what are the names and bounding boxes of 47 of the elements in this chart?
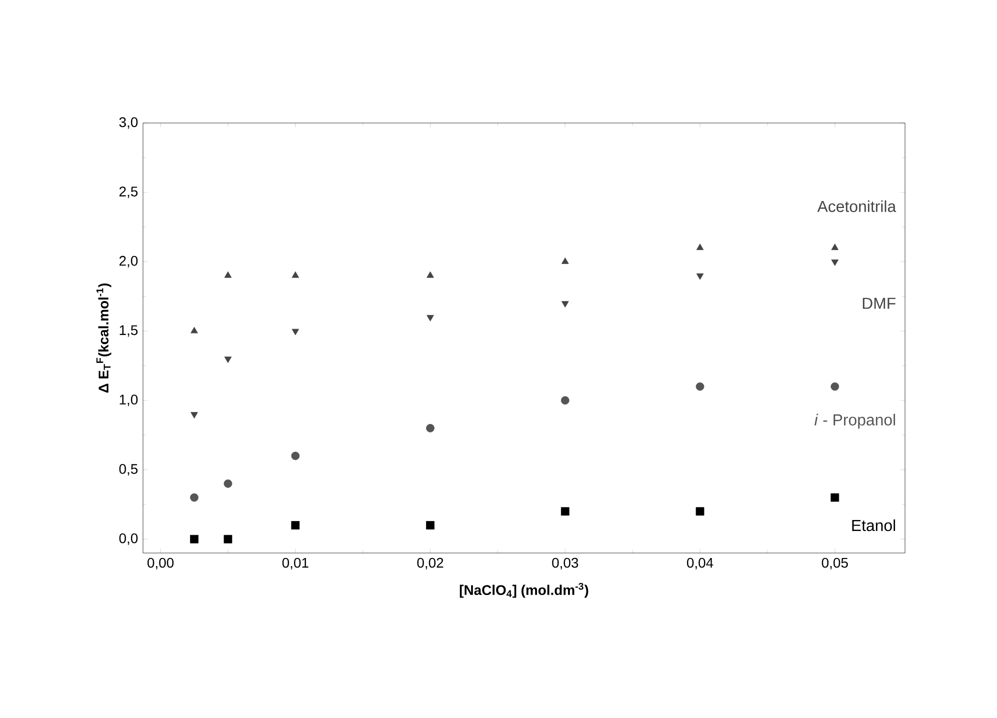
point xyxy=(426,521,434,530)
x-tick-label: 0,04 xyxy=(686,558,714,570)
series-label: i - Propanol xyxy=(814,414,896,429)
point xyxy=(190,412,198,418)
point xyxy=(224,534,232,544)
x-axis-title: [NaClO$_{4}$] (mol.dm$^{-3}$) xyxy=(460,582,588,598)
point xyxy=(291,452,300,460)
point xyxy=(291,521,300,530)
y-tick-label: 1,5 xyxy=(120,325,138,337)
point xyxy=(426,424,434,432)
point xyxy=(696,382,704,391)
point xyxy=(224,479,232,488)
y-tick-label: 2,0 xyxy=(119,256,138,268)
point xyxy=(561,301,569,308)
x-tick-label: 0,05 xyxy=(822,558,848,570)
text: DMF xyxy=(862,298,896,309)
series-label: Etanol xyxy=(852,519,896,532)
text: Acetonitrila xyxy=(817,200,896,212)
point xyxy=(224,271,232,278)
x-tick-label: 0,00 xyxy=(148,558,174,570)
point xyxy=(696,273,704,280)
point xyxy=(224,356,232,363)
point xyxy=(190,534,198,544)
x-tick-label: 0,01 xyxy=(282,558,308,570)
y-axis-title: Δ E$_{T}$$^{F}$(kcal.mol$^{-1}$) xyxy=(96,283,112,393)
point xyxy=(831,244,839,250)
y-tick-label: 2,5 xyxy=(119,186,138,198)
point xyxy=(696,507,704,516)
point xyxy=(696,244,704,250)
point xyxy=(560,507,570,516)
point xyxy=(560,396,570,405)
point xyxy=(292,328,300,336)
y-tick-label: 0,0 xyxy=(119,533,138,545)
y-tick-label: 3,0 xyxy=(119,117,138,129)
point xyxy=(561,258,569,264)
y-tick-label: 0,5 xyxy=(119,464,138,476)
x-tick-label: 0,02 xyxy=(417,558,444,570)
point xyxy=(426,271,434,278)
point xyxy=(830,382,840,391)
point xyxy=(190,326,198,334)
point xyxy=(190,493,198,502)
x-tick-label: 0,03 xyxy=(552,558,578,570)
y-tick-label: 1,0 xyxy=(120,394,138,406)
point xyxy=(426,315,434,322)
point xyxy=(831,260,839,266)
point xyxy=(292,271,300,278)
point xyxy=(830,493,840,502)
